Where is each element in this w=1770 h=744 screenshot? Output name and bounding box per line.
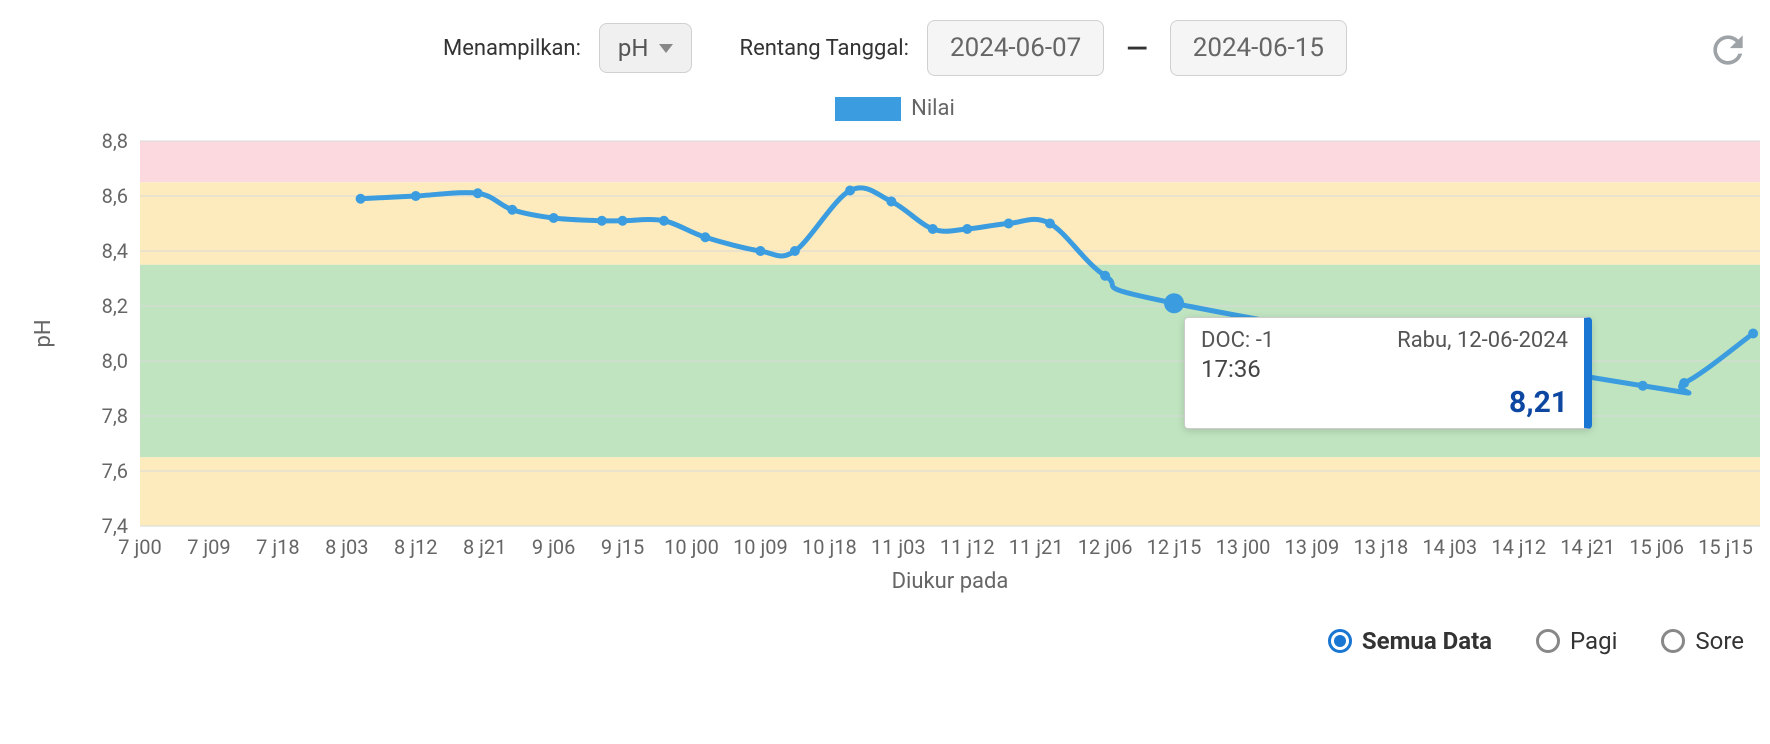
tooltip: DOC: -1 Rabu, 12-06-2024 17:36 8,21 [1184,317,1592,429]
svg-text:8,2: 8,2 [102,294,128,318]
svg-text:12 j15: 12 j15 [1147,535,1202,559]
svg-text:13 j09: 13 j09 [1285,535,1340,559]
svg-text:13 j00: 13 j00 [1216,535,1271,559]
svg-text:15 j06: 15 j06 [1629,535,1684,559]
filter-radio[interactable]: Semua Data [1328,627,1492,655]
date-range-dash: — [1126,32,1147,65]
tooltip-value: 8,21 [1201,385,1568,420]
date-start-input[interactable]: 2024-06-07 [927,20,1104,76]
legend: Nilai [10,96,1770,121]
svg-text:11 j12: 11 j12 [940,535,995,559]
svg-text:7 j18: 7 j18 [256,535,299,559]
svg-text:12 j06: 12 j06 [1078,535,1133,559]
svg-text:14 j12: 14 j12 [1491,535,1546,559]
tooltip-doc: DOC: -1 [1201,328,1274,353]
filter-radio[interactable]: Pagi [1536,627,1617,655]
legend-label: Nilai [911,96,955,121]
radio-icon [1536,629,1560,653]
svg-text:11 j03: 11 j03 [871,535,926,559]
svg-text:7 j00: 7 j00 [118,535,161,559]
legend-swatch [835,97,901,121]
svg-text:14 j03: 14 j03 [1422,535,1477,559]
svg-text:13 j18: 13 j18 [1353,535,1408,559]
svg-text:7 j09: 7 j09 [187,535,230,559]
tooltip-date: Rabu, 12-06-2024 [1397,328,1568,353]
chart-area: 7,47,67,88,08,28,48,68,87 j007 j097 j188… [10,131,1770,615]
metric-select-value: pH [618,34,649,62]
svg-text:8 j12: 8 j12 [394,535,437,559]
svg-text:8,0: 8,0 [102,349,128,373]
svg-text:10 j09: 10 j09 [733,535,788,559]
svg-text:10 j00: 10 j00 [664,535,719,559]
svg-text:9 j15: 9 j15 [601,535,644,559]
svg-text:15 j15: 15 j15 [1698,535,1753,559]
filter-radio-label: Sore [1695,627,1744,655]
date-end-input[interactable]: 2024-06-15 [1170,20,1347,76]
svg-text:10 j18: 10 j18 [802,535,857,559]
svg-text:7,6: 7,6 [102,459,128,483]
radio-icon [1328,629,1352,653]
svg-text:8,8: 8,8 [102,131,128,153]
svg-text:9 j06: 9 j06 [532,535,575,559]
svg-text:8 j21: 8 j21 [463,535,506,559]
filter-radio[interactable]: Sore [1661,627,1744,655]
chevron-down-icon [659,44,673,53]
radio-icon [1661,629,1685,653]
tooltip-time: 17:36 [1201,355,1568,383]
refresh-icon [1706,28,1750,72]
metric-select[interactable]: pH [599,23,692,73]
svg-text:8,4: 8,4 [102,239,128,263]
svg-text:14 j21: 14 j21 [1560,535,1615,559]
svg-text:7,8: 7,8 [102,404,128,428]
refresh-button[interactable] [1706,28,1750,76]
showing-label: Menampilkan: [443,36,581,61]
svg-text:Diukur pada: Diukur pada [892,569,1009,594]
filter-radios: Semua Data Pagi Sore [10,615,1770,665]
filter-radio-label: Semua Data [1362,627,1492,655]
svg-text:11 j21: 11 j21 [1009,535,1064,559]
svg-text:8,6: 8,6 [102,184,128,208]
filter-radio-label: Pagi [1570,627,1617,655]
range-label: Rentang Tanggal: [740,36,909,61]
svg-text:8 j03: 8 j03 [325,535,368,559]
controls-bar: Menampilkan: pH Rentang Tanggal: 2024-06… [10,10,1770,96]
svg-text:pH: pH [31,319,56,347]
